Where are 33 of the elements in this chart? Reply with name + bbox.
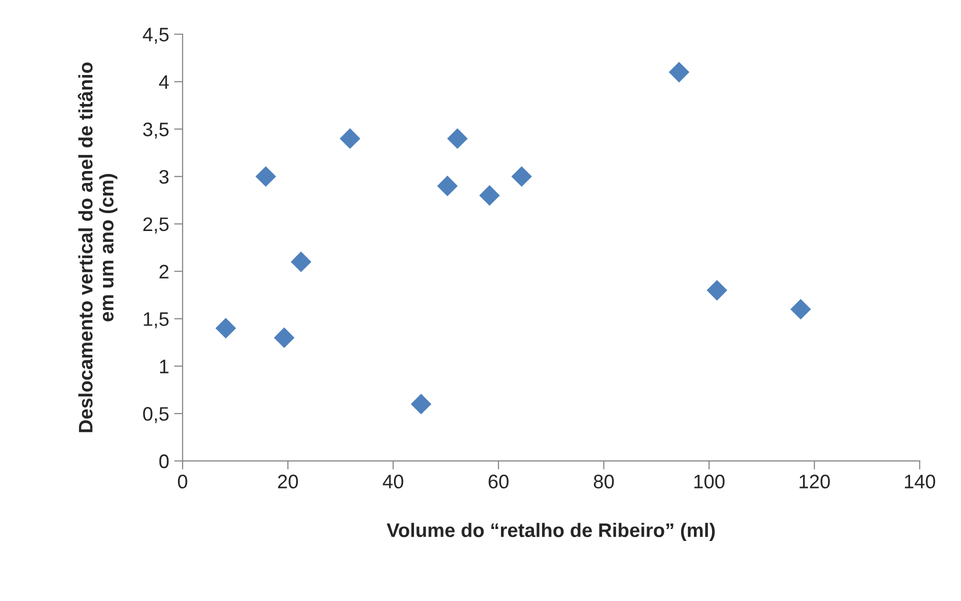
y-tick-label: 0 <box>159 454 169 468</box>
point <box>790 298 811 320</box>
x-tick-label: 0 <box>178 474 188 488</box>
point <box>706 280 728 301</box>
point <box>255 166 276 187</box>
y-tick-label: 4 <box>159 75 169 89</box>
y-tick-label: 3,5 <box>143 122 169 139</box>
point <box>447 128 468 149</box>
point <box>340 128 360 149</box>
x-tick-label: 100 <box>694 474 725 488</box>
x-tick-label: 20 <box>278 474 298 488</box>
y-tick-label: 0,5 <box>143 407 169 424</box>
x-tick-label: 80 <box>594 474 614 488</box>
point <box>215 318 236 339</box>
y-tick-label: 2 <box>160 264 168 278</box>
y-tick-label: 2,5 <box>143 217 169 234</box>
x-tick-label: 60 <box>488 474 509 488</box>
point <box>437 176 458 196</box>
point <box>479 185 500 206</box>
y-tick-label: 3 <box>159 170 169 184</box>
y-tick-label: 1 <box>160 360 168 374</box>
y-axis-title: Deslocamento vertical do anel de titânio em um ano (cm) <box>78 62 118 432</box>
y-tick-label: 4,5 <box>142 28 169 44</box>
x-tick-label: 120 <box>800 474 830 488</box>
x-axis-title: Volume do “retalho de Ribeiro” (ml) <box>386 522 715 541</box>
y-tick-label: 1,5 <box>144 312 169 328</box>
point <box>410 394 432 414</box>
point <box>274 327 295 348</box>
point <box>511 166 532 187</box>
x-tick-label: 140 <box>904 474 936 488</box>
point <box>668 62 690 82</box>
x-tick-label: 40 <box>382 474 404 488</box>
point <box>290 252 312 272</box>
